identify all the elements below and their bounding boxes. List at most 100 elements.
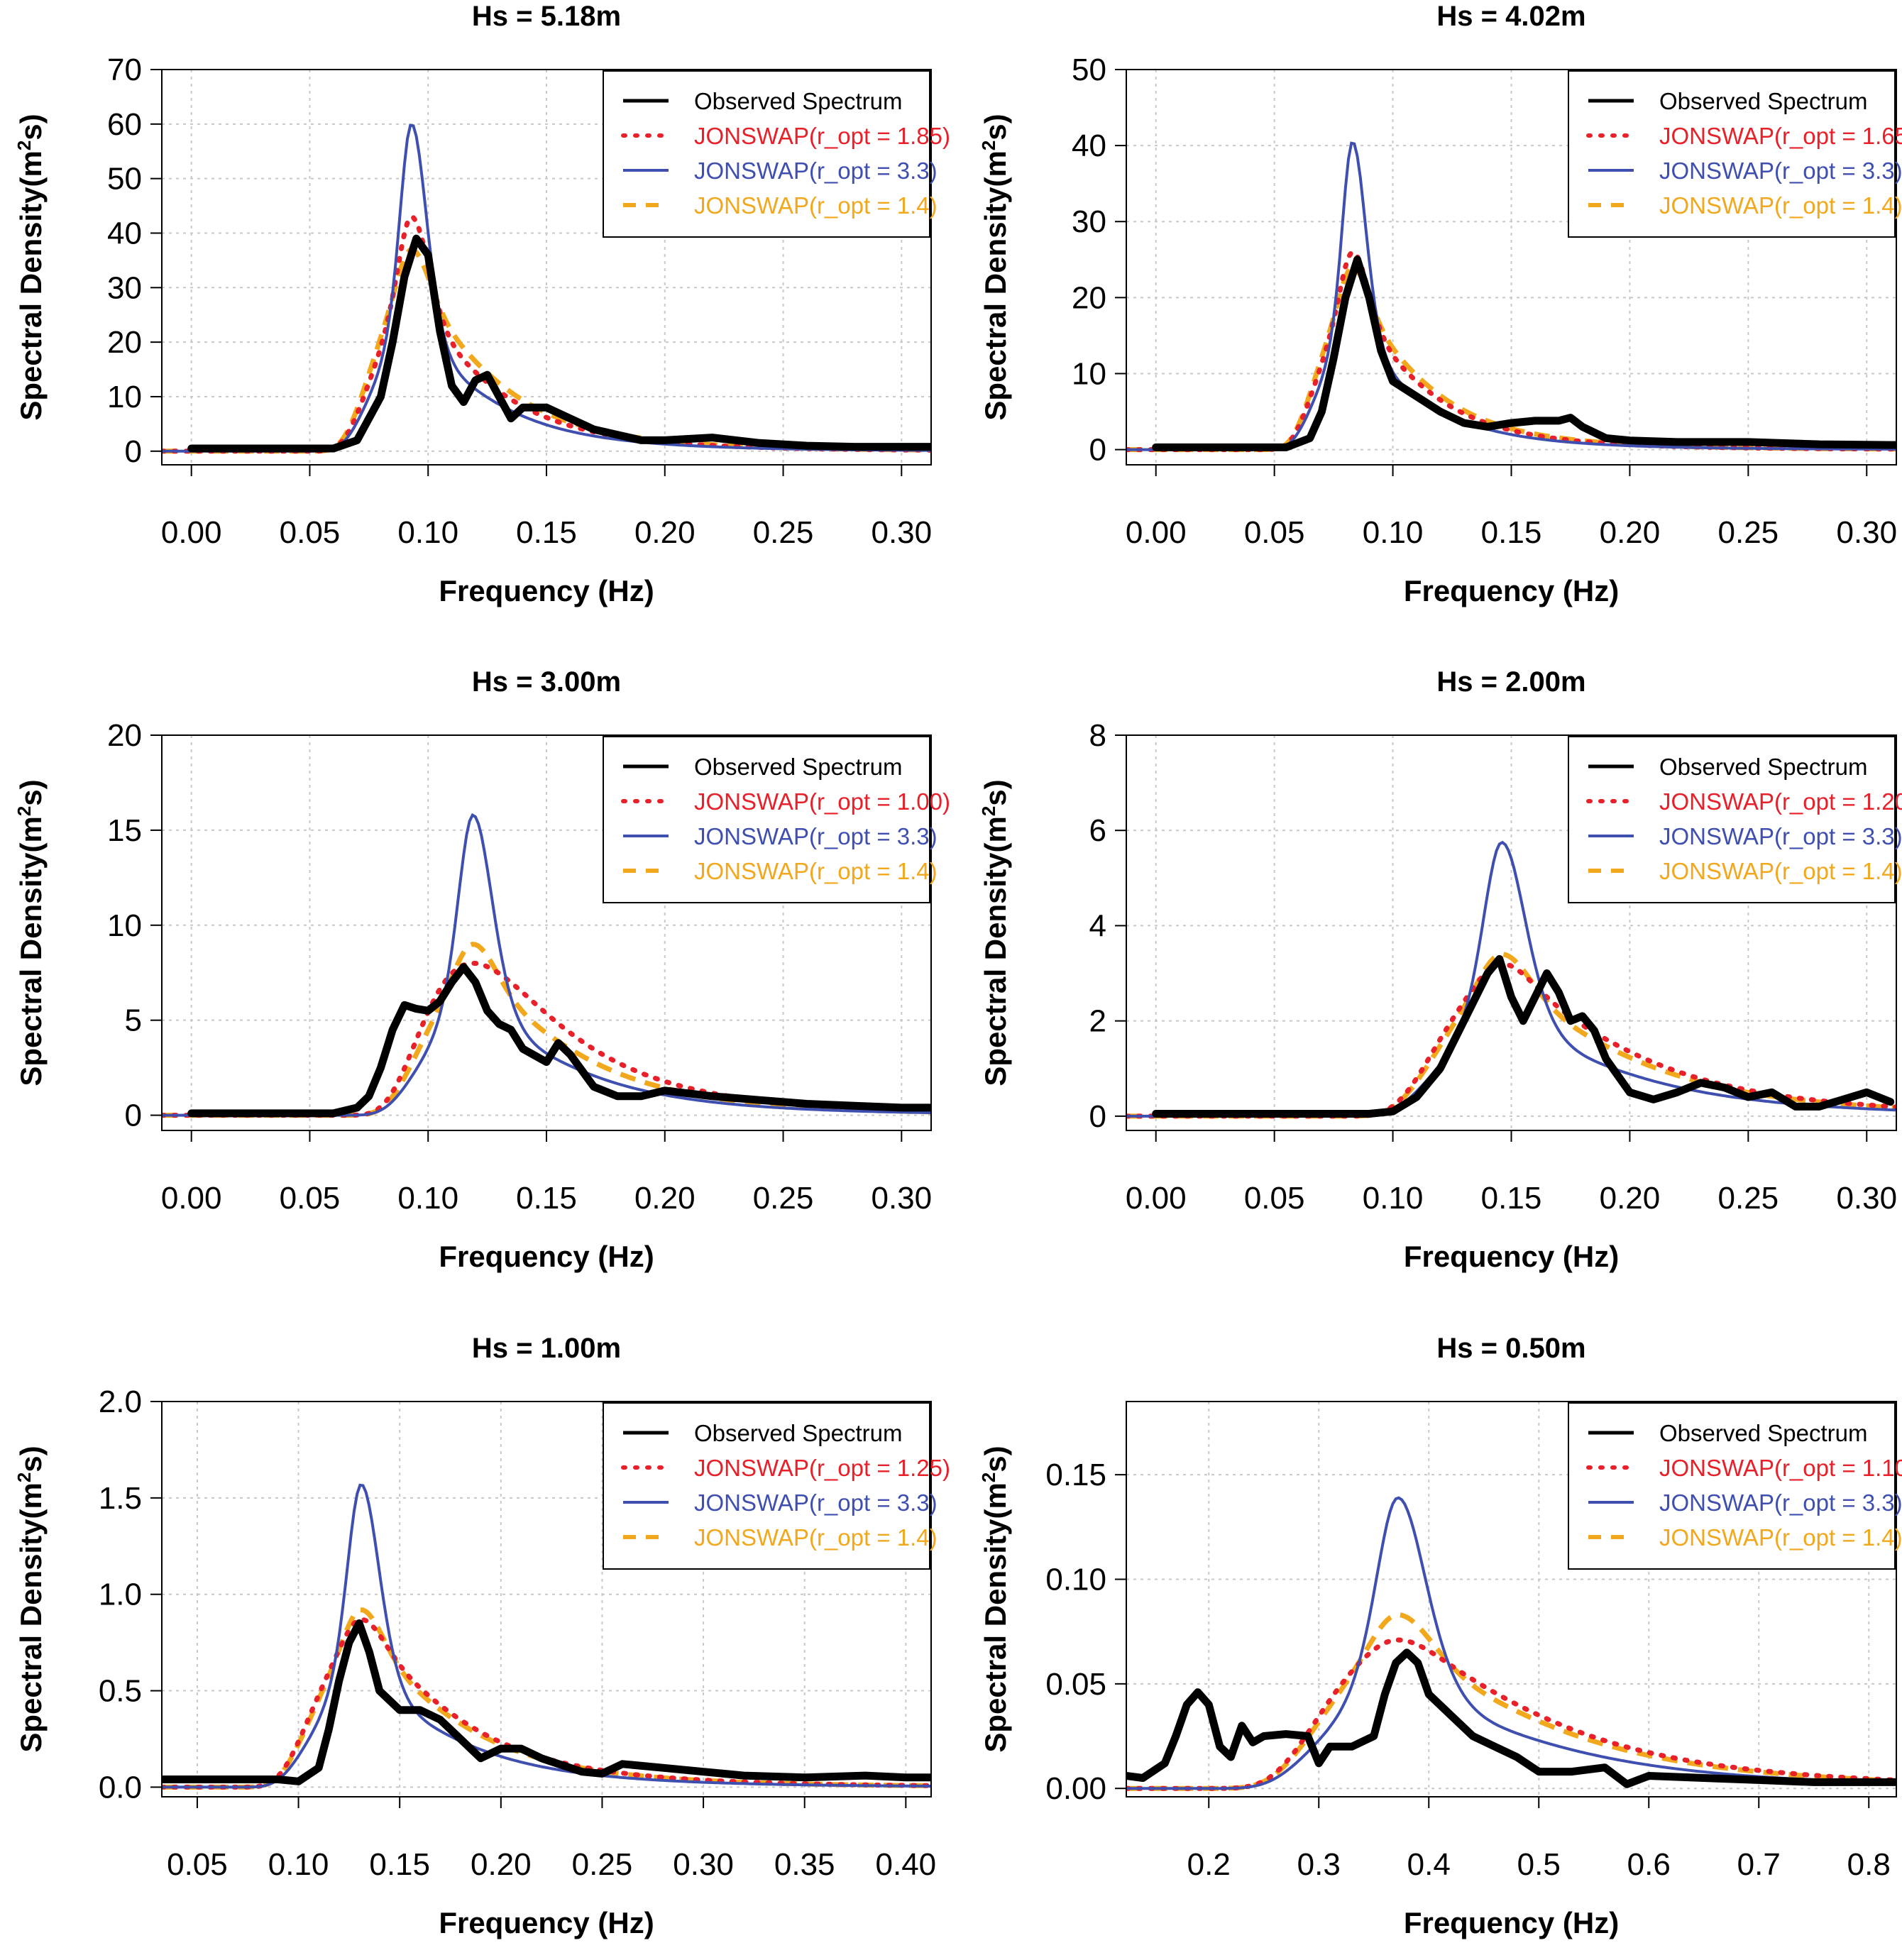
y-tick-label: 60: [107, 107, 142, 142]
legend: Observed Spectrum JONSWAP(r_opt = 1.25) JO…: [603, 1402, 950, 1570]
series-observed-line: [187, 963, 931, 1118]
y-axis-label: Spectral Density(m2s): [978, 779, 1012, 1086]
x-axis-label: Frequency (Hz): [1404, 574, 1619, 607]
legend-box: [603, 736, 930, 903]
y-tick-label: 40: [1072, 128, 1106, 163]
legend-jonswap-3.3-label: JONSWAP(r_opt = 3.3): [1659, 158, 1902, 184]
y-axis-label-end: s): [14, 1446, 48, 1472]
x-tick-label: 0.20: [634, 1181, 696, 1216]
x-tick-label: 0.7: [1737, 1847, 1781, 1882]
y-tick-label: 70: [107, 53, 142, 87]
y-tick-label: 2: [1089, 1004, 1106, 1039]
x-tick-label: 0.15: [1481, 1181, 1542, 1216]
x-axis-label: Frequency (Hz): [1404, 1240, 1619, 1273]
x-tick-label: 0.30: [871, 1181, 932, 1216]
y-tick-label: 1.0: [99, 1578, 142, 1612]
legend-box: [1568, 70, 1896, 238]
y-axis-label: Spectral Density(m2s): [978, 114, 1012, 420]
series-group: [1126, 141, 1896, 453]
y-tick-label: 20: [107, 718, 142, 753]
y-axis-label-main: Spectral Density: [14, 187, 48, 421]
y-axis-label-main: Spectral Density: [14, 852, 48, 1086]
y-axis-label-sup: 2: [13, 1472, 35, 1482]
y-axis-label-sup: 2: [978, 806, 999, 816]
legend-jonswap-1.4-label: JONSWAP(r_opt = 1.4): [694, 192, 938, 219]
legend-observed-label: Observed Spectrum: [694, 88, 902, 114]
legend-jonswap-ropt-label: JONSWAP(r_opt = 1.00): [694, 788, 950, 815]
chart-panel-5: 0.05 0.10 0.15 0.20 0.25 0.30 0.35 0.40 0.0 0.5 1.…: [13, 1333, 950, 1939]
legend-observed-label: Observed Spectrum: [694, 754, 902, 780]
y-axis-label-sup: 2: [13, 141, 35, 150]
x-tick-label: 0.25: [753, 515, 814, 550]
legend-observed-label: Observed Spectrum: [1659, 754, 1867, 780]
x-tick-label: 0.05: [167, 1847, 228, 1882]
y-tick-label: 0: [1089, 433, 1106, 468]
legend-jonswap-1.4-label: JONSWAP(r_opt = 1.4): [1659, 1524, 1902, 1551]
y-tick-label: 2.0: [99, 1384, 142, 1419]
plot-frame: [161, 1401, 932, 1797]
x-tick-label: 0.20: [634, 515, 696, 550]
chart-title: Hs = 0.50m: [1436, 1333, 1585, 1364]
y-axis-label: Spectral Density(m2s): [13, 114, 48, 420]
chart-title: Hs = 5.18m: [472, 1, 621, 32]
x-axis-label: Frequency (Hz): [439, 1906, 654, 1939]
y-tick-label: 0.5: [99, 1674, 142, 1709]
series-group: [162, 123, 931, 454]
x-tick-label: 0.15: [516, 515, 577, 550]
chart-title: Hs = 1.00m: [472, 1333, 621, 1364]
y-tick-label: 0: [125, 1099, 142, 1133]
legend-box: [1568, 1402, 1896, 1570]
y-axis-label: Spectral Density(m2s): [13, 1446, 48, 1752]
chart-panel-1: 0.00 0.05 0.10 0.15 0.20 0.25 0.30 0 10 20 30 40 50 6…: [13, 1, 950, 607]
x-tick-label: 0.30: [673, 1847, 734, 1882]
legend: Observed Spectrum JONSWAP(r_opt = 1.20) JO…: [1568, 736, 1902, 903]
x-axis-label: Frequency (Hz): [439, 1240, 654, 1273]
chart-title: Hs = 2.00m: [1436, 666, 1585, 698]
y-tick-label: 0.10: [1045, 1563, 1106, 1597]
legend-jonswap-ropt-label: JONSWAP(r_opt = 1.10): [1659, 1455, 1902, 1481]
y-tick-label: 10: [107, 908, 142, 943]
legend-box: [603, 70, 930, 238]
legend: Observed Spectrum JONSWAP(r_opt = 1.00) JO…: [603, 736, 950, 903]
x-tick-label: 0.10: [397, 515, 458, 550]
x-tick-label: 0.6: [1627, 1847, 1671, 1882]
x-tick-label: 0.15: [369, 1847, 430, 1882]
x-tick-label: 0.8: [1847, 1847, 1891, 1882]
legend: Observed Spectrum JONSWAP(r_opt = 1.85) JO…: [603, 70, 950, 238]
series-jonswap-ropt-line: [162, 214, 931, 454]
y-axis-label-unit: (m: [14, 816, 48, 852]
series-observed-line: [1152, 954, 1895, 1118]
y-axis-label-main: Spectral Density: [979, 1519, 1012, 1753]
series-observed-line: [187, 234, 931, 453]
series-group: [162, 1483, 931, 1790]
series-group: [1126, 1496, 1896, 1791]
chart-panel-2: 0.00 0.05 0.10 0.15 0.20 0.25 0.30 0 10 20 30 40 50 H…: [978, 1, 1902, 607]
y-tick-label: 6: [1089, 813, 1106, 848]
y-axis-label-end: s): [14, 114, 48, 140]
x-tick-label: 0.25: [753, 1181, 814, 1216]
y-tick-label: 50: [1072, 53, 1106, 87]
x-tick-label: 0.00: [1126, 1181, 1187, 1216]
legend-box: [1568, 736, 1896, 903]
legend-jonswap-1.4-label: JONSWAP(r_opt = 1.4): [1659, 192, 1902, 219]
x-tick-label: 0.05: [280, 515, 341, 550]
x-tick-label: 0.20: [1600, 515, 1661, 550]
y-axis-label-sup: 2: [978, 141, 999, 150]
y-tick-label: 15: [107, 813, 142, 848]
y-axis-label-main: Spectral Density: [979, 187, 1012, 421]
legend-jonswap-3.3-label: JONSWAP(r_opt = 3.3): [1659, 823, 1902, 849]
y-axis-label-main: Spectral Density: [979, 852, 1012, 1086]
y-tick-label: 0.05: [1045, 1667, 1106, 1702]
x-tick-label: 0.25: [1718, 1181, 1779, 1216]
y-axis-label-unit: (m: [979, 1482, 1012, 1519]
chart-title: Hs = 3.00m: [472, 666, 621, 698]
y-axis-label-end: s): [14, 779, 48, 805]
y-tick-label: 0.00: [1045, 1771, 1106, 1806]
y-tick-label: 10: [1072, 356, 1106, 391]
legend-observed-label: Observed Spectrum: [1659, 1420, 1867, 1446]
series-jonswap-ropt-line: [1126, 1637, 1896, 1791]
x-tick-label: 0.10: [268, 1847, 329, 1882]
x-tick-label: 0.10: [1363, 515, 1424, 550]
x-tick-label: 0.30: [871, 515, 932, 550]
y-axis-label-main: Spectral Density: [14, 1519, 48, 1753]
